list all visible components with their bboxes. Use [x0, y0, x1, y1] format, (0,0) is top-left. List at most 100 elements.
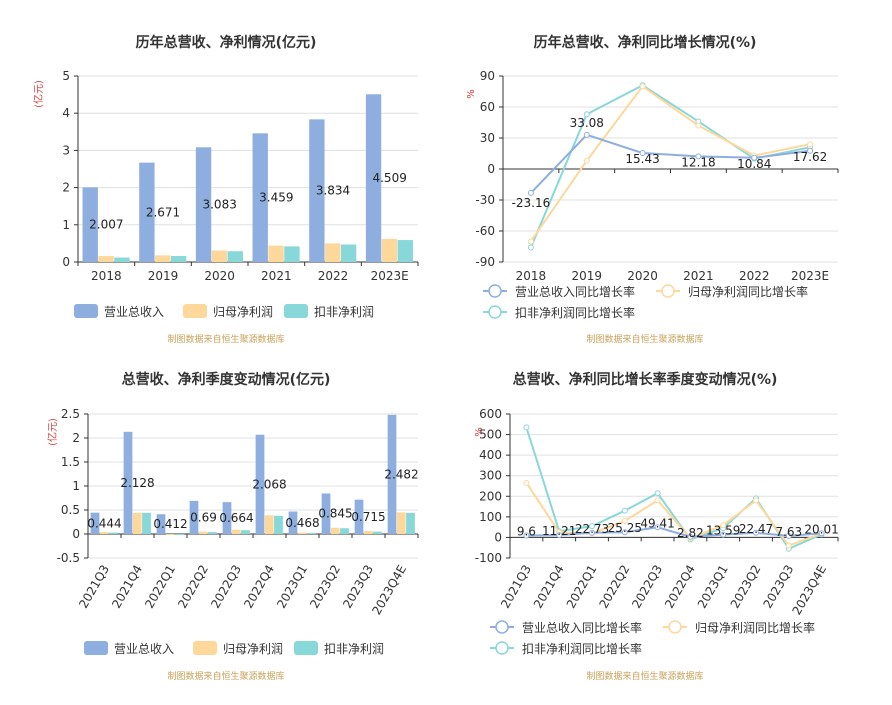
y-tick-label: 0.5 — [61, 503, 80, 517]
point-营业总收入同比增长率-2022Q4 — [687, 533, 694, 540]
bar-归母净利润-2020 — [211, 250, 228, 262]
data-label: 2.128 — [120, 476, 154, 490]
legend-marker-归母净利润同比增长率 — [668, 620, 682, 634]
line-归母净利润同比增长率 — [525, 482, 822, 547]
data-label: 17.62 — [793, 150, 827, 164]
bar-归母净利润-2022Q3 — [231, 529, 241, 534]
x-tick-label: 2023Q2 — [728, 563, 764, 611]
data-label: 2.671 — [146, 205, 180, 219]
y-tick-label: 500 — [479, 428, 502, 442]
point-营业总收入同比增长率-2021Q3 — [523, 532, 530, 539]
bar-营业总收入-2019 — [139, 162, 155, 262]
point-营业总收入同比增长率-2021Q4 — [556, 532, 563, 539]
bar-归母净利润-2019 — [155, 255, 171, 262]
point-营业总收入同比增长率-2020 — [639, 150, 646, 157]
point-归母净利润同比增长率-2021 — [695, 122, 702, 129]
legend-swatch-营业总收入 — [74, 304, 98, 318]
legend-swatch-营业总收入 — [84, 641, 108, 655]
bar-归母净利润-2023Q4E — [396, 512, 406, 534]
bar-营业总收入-2022Q1 — [156, 514, 166, 534]
x-tick-label: 2022Q3 — [208, 563, 244, 611]
data-label: 3.834 — [316, 184, 350, 198]
source-note: 制图数据来自恒生聚源数据库 — [586, 670, 703, 682]
data-label: 2.068 — [252, 477, 286, 491]
data-label: 25.25 — [608, 521, 642, 535]
y-tick-label: 0 — [494, 530, 502, 544]
bar-扣非净利润-2023Q3 — [373, 531, 382, 534]
point-归母净利润同比增长率-2018 — [527, 238, 534, 245]
legend: 营业总收入 归母净利润 扣非净利润 — [74, 304, 374, 319]
data-label: 7.63 — [775, 525, 802, 539]
y-unit-label: (亿元) — [46, 418, 59, 446]
y-tick-label: 2 — [62, 181, 70, 195]
y-tick-label: 1.5 — [61, 455, 80, 469]
data-label: 4.509 — [372, 171, 406, 185]
legend-label: 归母净利润 — [213, 305, 273, 319]
bar-扣非净利润-2021 — [284, 246, 300, 262]
legend-label: 营业总收入同比增长率 — [515, 284, 635, 299]
bar-营业总收入-2018 — [82, 187, 98, 262]
bar-归母净利润-2022Q4 — [264, 515, 274, 534]
x-tick-label: 2018 — [516, 269, 547, 283]
data-label: 0.715 — [351, 510, 385, 524]
x-tick-label: 2023Q3 — [760, 563, 796, 611]
legend-marker-营业总收入同比增长率 — [488, 284, 502, 298]
data-label: 2.482 — [384, 467, 418, 481]
bar-扣非净利润-2022 — [340, 244, 357, 262]
legend-label: 营业总收入 — [104, 305, 164, 319]
y-tick-label: 300 — [479, 469, 502, 483]
y-tick-label: -0.5 — [57, 551, 80, 565]
point-扣非净利润同比增长率-2018 — [527, 244, 534, 251]
point-扣非净利润同比增长率-2022Q3 — [654, 490, 661, 497]
bar-营业总收入-2022Q4 — [255, 434, 265, 534]
legend-swatch-扣非净利润 — [284, 304, 308, 318]
chart-title: 历年总营收、净利同比增长情况(%) — [534, 34, 757, 51]
chart-quarterly_amounts: 总营收、净利季度变动情况(亿元) (亿元) -0.5 0 0.5 1 1.5 2 2.5 2021… — [46, 371, 419, 682]
legend-label: 归母净利润同比增长率 — [695, 620, 815, 635]
bar-归母净利润-2021 — [268, 245, 284, 262]
y-tick-label: 400 — [479, 448, 502, 462]
chart-annual_growth: 历年总营收、净利同比增长情况(%)% -90 -60 -30 0 30 60 90 2018 20… — [466, 34, 839, 345]
point-扣非净利润同比增长率-2022Q2 — [621, 507, 628, 514]
bar-扣非净利润-2023Q4E — [406, 512, 415, 534]
x-tick-label: 2018 — [91, 269, 122, 283]
point-营业总收入同比增长率-2023E — [807, 147, 814, 154]
data-label: 0.664 — [219, 511, 253, 525]
legend-label: 扣非净利润 — [324, 642, 384, 656]
data-label: 33.08 — [570, 116, 604, 130]
bar-营业总收入-2022 — [309, 119, 325, 262]
data-label: 22.47 — [739, 522, 773, 536]
legend: 营业总收入 归母净利润 扣非净利润 — [84, 641, 384, 656]
x-tick-label: 2022 — [739, 269, 770, 283]
bar-营业总收入-2023Q1 — [288, 511, 298, 534]
bar-营业总收入-2022Q2 — [189, 500, 199, 534]
point-扣非净利润同比增长率-2019 — [583, 111, 590, 118]
bar-扣非净利润-2021Q3 — [109, 532, 118, 534]
y-unit-label: (亿元) — [32, 80, 45, 108]
data-label: 0.845 — [318, 507, 352, 521]
point-归母净利润同比增长率-2023E — [807, 141, 814, 148]
x-tick-label: 2022Q1 — [142, 563, 178, 611]
bar-扣非净利润-2023Q2 — [340, 528, 349, 534]
point-营业总收入同比增长率-2022Q1 — [589, 529, 595, 536]
bar-营业总收入-2022Q3 — [222, 502, 232, 534]
data-label: 13.59 — [706, 524, 740, 538]
data-label: 2.007 — [89, 218, 123, 232]
x-tick-label: 2022Q2 — [596, 563, 632, 611]
bar-扣非净利润-2022Q4 — [274, 515, 283, 534]
source-note: 制图数据来自恒生聚源数据库 — [167, 670, 284, 682]
legend-swatch-归母净利润 — [193, 641, 217, 655]
x-tick-label: 2022Q4 — [662, 563, 698, 611]
point-营业总收入同比增长率-2021 — [695, 153, 702, 160]
x-tick-label: 2022Q3 — [629, 563, 665, 611]
point-营业总收入同比增长率-2018 — [527, 189, 534, 196]
x-tick-label: 2019 — [148, 269, 179, 283]
legend-swatch-归母净利润 — [183, 304, 207, 318]
point-营业总收入同比增长率-2022 — [751, 154, 758, 161]
chart-annual_amounts: 历年总营收、净利情况(亿元) (亿元) 0 1 2 3 4 5 2018 2019 2020 2021… — [32, 34, 419, 345]
bar-扣非净利润-2023Q1 — [307, 533, 316, 534]
x-tick-label: 2021Q3 — [498, 563, 534, 611]
bar-营业总收入-2021Q4 — [123, 431, 133, 534]
